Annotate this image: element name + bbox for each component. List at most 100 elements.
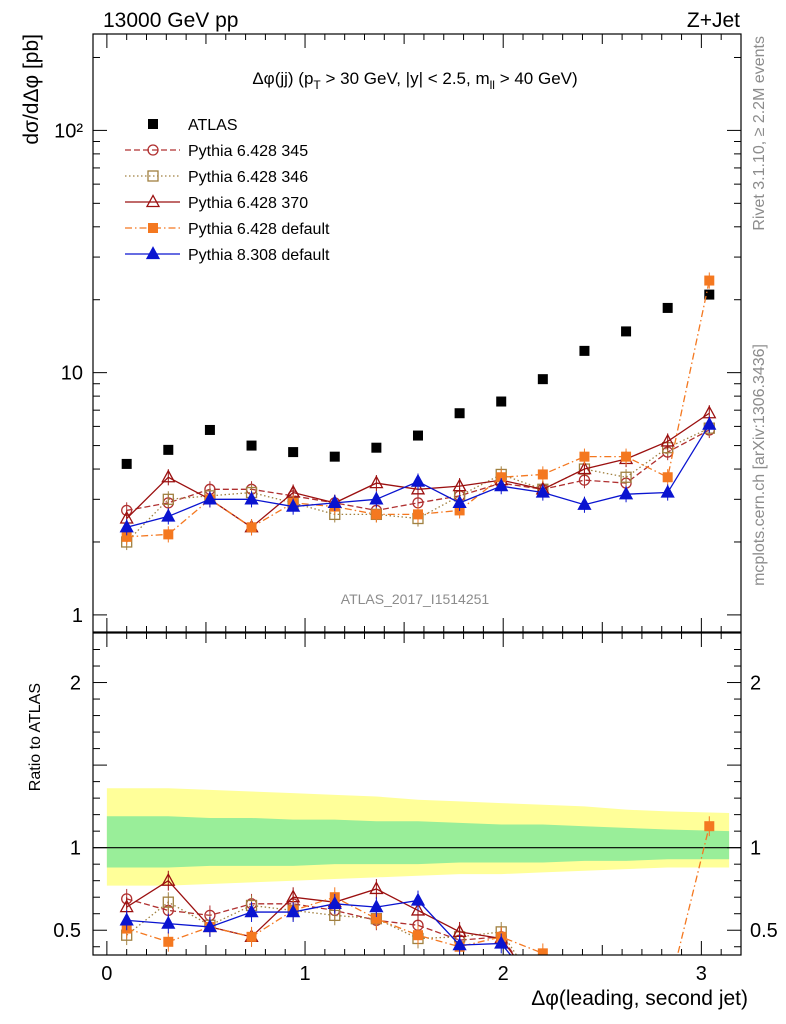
legend-entry: Pythia 6.428 default: [125, 221, 330, 238]
data-point: [327, 495, 342, 509]
ratio-ytick-label: 2: [70, 673, 81, 695]
data-point: [163, 529, 174, 540]
data-point: [163, 444, 174, 455]
legend-entry: Pythia 6.428 370: [125, 194, 308, 212]
ratio-point: [161, 872, 176, 886]
series-line: [126, 429, 710, 512]
ratio-xtick-label: 3: [696, 963, 707, 985]
ratio-xlabel: Δφ(leading, second jet): [531, 987, 748, 1010]
data-point: [537, 469, 548, 480]
mcplots-label: mcplots.cern.ch [arXiv:1306.3436]: [751, 344, 768, 586]
ratio-point: [327, 895, 342, 909]
rivet-label: Rivet 3.1.10, ≥ 2.2M events: [751, 36, 768, 231]
data-point: [660, 484, 675, 498]
legend-label: Pythia 6.428 345: [188, 143, 308, 160]
data-point: [537, 374, 548, 385]
main-data: [119, 272, 717, 551]
data-point: [535, 484, 550, 498]
data-point: [618, 486, 634, 500]
legend-entry: Pythia 6.428 345: [125, 143, 308, 160]
data-point: [494, 478, 509, 492]
main-ytick-label: 10²: [54, 120, 83, 142]
data-point: [662, 302, 673, 313]
legend-entry: Pythia 8.308 default: [125, 246, 330, 264]
ratio-point: [412, 930, 423, 941]
analysis-id: ATLAS_2017_I1514251: [341, 591, 490, 607]
data-point: [369, 491, 384, 505]
legend-entry: ATLAS: [148, 117, 238, 134]
data-point: [621, 451, 632, 462]
ratio-ylabel: Ratio to ATLAS: [27, 683, 44, 791]
ratio-point: [163, 936, 174, 947]
ratio-series-line: [126, 896, 546, 955]
ratio-ytick-label-right: 0.5: [750, 920, 778, 942]
data-point: [161, 508, 176, 522]
data-point: [119, 519, 134, 533]
legend-entry: Pythia 6.428 346: [125, 169, 308, 186]
data-point: [286, 498, 301, 512]
inner-uncertainty-band: [106, 816, 730, 868]
data-point: [329, 451, 340, 462]
ratio-point: [704, 821, 715, 832]
ratio-point: [494, 935, 509, 949]
data-point: [161, 469, 176, 483]
data-point: [702, 416, 717, 430]
data-point: [412, 430, 423, 441]
ratio-frame: [92, 632, 742, 956]
ratio-point: [369, 899, 384, 913]
ratio-point: [244, 904, 259, 918]
series-0: [121, 289, 715, 469]
legend-label: ATLAS: [188, 117, 238, 134]
ratio-series-2: [119, 870, 515, 955]
data-point: [371, 442, 382, 453]
data-point: [454, 408, 465, 419]
ratio-point: [246, 931, 257, 942]
ratio-axis-ticks: 0.5 0.5 1 1 2 2 0 1 2 3: [53, 632, 778, 985]
legend: ATLAS Pythia 6.428 345 Pythia 6.428 346 Pyt…: [125, 117, 330, 264]
data-point: [369, 475, 384, 489]
ratio-xtick-label: 1: [299, 963, 310, 985]
ratio-ytick-label: 0.5: [53, 920, 81, 942]
ratio-data: [119, 816, 715, 955]
main-ytick-label: 10: [61, 363, 83, 385]
ratio-point: [369, 881, 384, 895]
data-point: [244, 491, 259, 505]
data-point: [496, 472, 507, 483]
main-frame: [92, 33, 742, 633]
legend-marker: [147, 170, 159, 182]
data-point: [452, 495, 467, 509]
data-point: [202, 491, 218, 505]
header-right: Z+Jet: [687, 9, 740, 32]
data-point: [704, 275, 715, 286]
legend-label: Pythia 6.428 346: [188, 169, 308, 186]
ratio-ytick-label-right: 2: [750, 673, 761, 695]
ratio-point: [119, 912, 134, 926]
ratio-panel: 0.5 0.5 1 1 2 2 0 1 2 3: [53, 632, 778, 985]
data-point: [288, 447, 299, 458]
ratio-series-4: [119, 890, 512, 955]
ratio-point: [286, 904, 301, 918]
data-point: [410, 481, 426, 495]
legend-marker: [148, 223, 158, 233]
data-point: [496, 396, 507, 407]
header-left: 13000 GeV pp: [103, 9, 238, 32]
legend-label: Pythia 8.308 default: [188, 247, 330, 264]
data-point: [662, 472, 673, 483]
data-point: [410, 473, 426, 487]
ratio-point: [537, 948, 548, 955]
main-ytick-label: 1: [72, 605, 83, 627]
ratio-ytick-label: 1: [70, 838, 81, 860]
data-point: [577, 461, 592, 475]
series-5: [119, 416, 717, 536]
ratio-uncertainty-band: [93, 788, 741, 886]
ratio-point: [410, 892, 426, 906]
ratio-point: [202, 919, 218, 933]
ratio-point: [161, 915, 176, 929]
data-point: [371, 509, 382, 520]
data-point: [577, 496, 592, 510]
legend-marker: [145, 246, 161, 260]
data-point: [204, 424, 215, 435]
plot-title: Δφ(jj) (pT > 30 GeV, |y| < 2.5, mll > 40…: [252, 69, 577, 92]
data-point: [246, 522, 257, 533]
